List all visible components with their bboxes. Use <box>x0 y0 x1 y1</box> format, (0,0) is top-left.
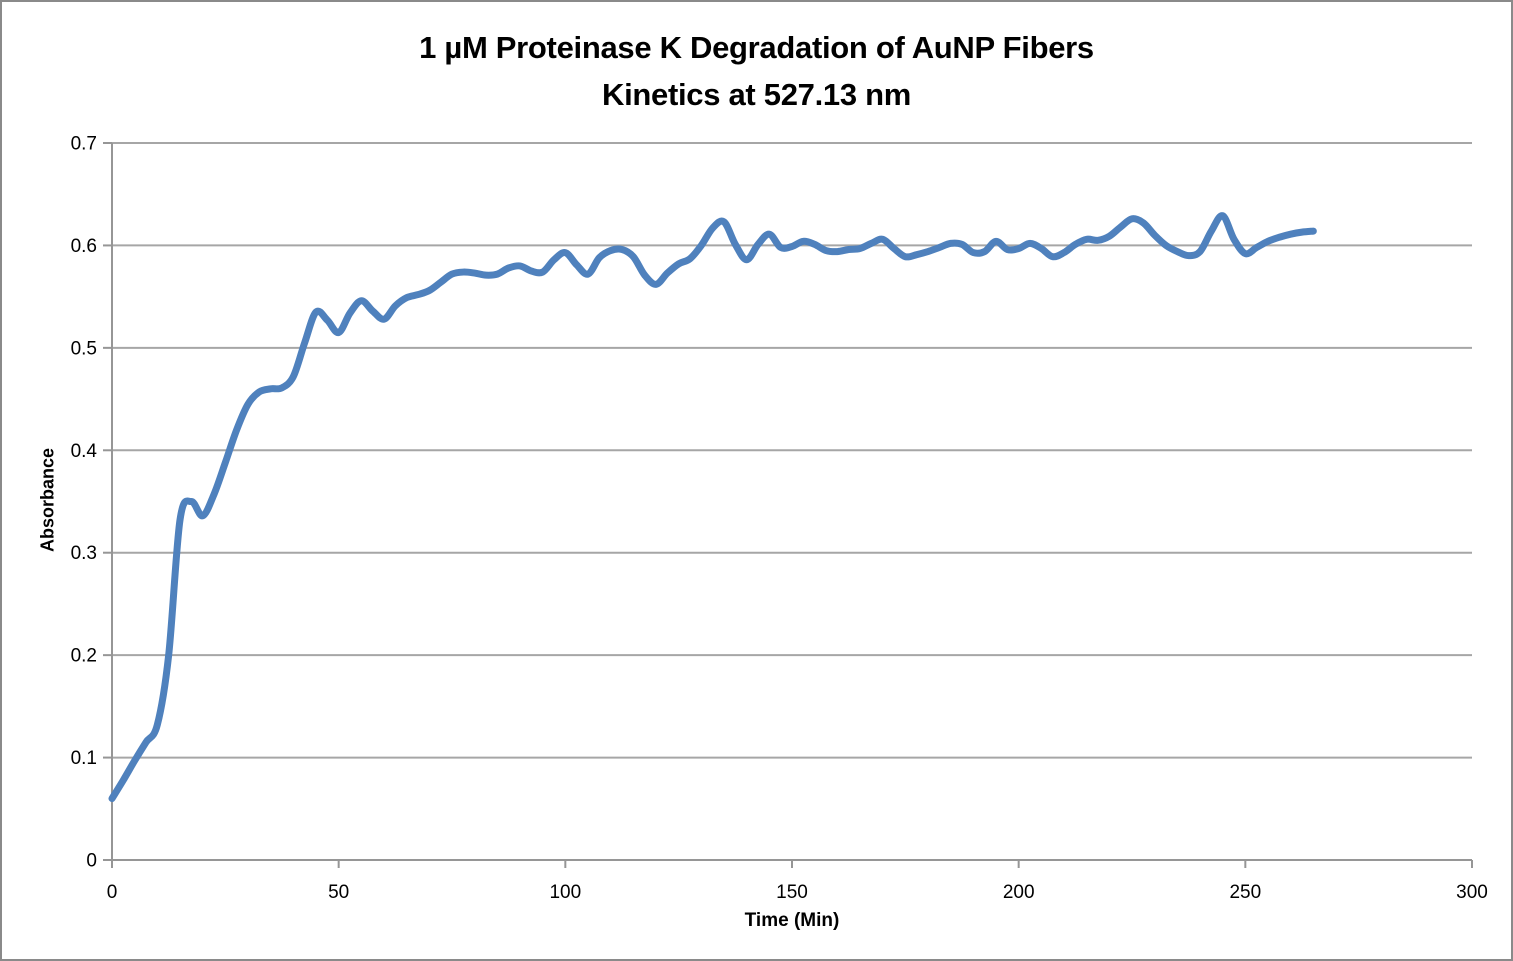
x-tick-label: 100 <box>549 882 581 903</box>
x-tick-label: 150 <box>776 882 808 903</box>
y-tick-label: 0 <box>86 851 97 872</box>
chart-title: 1 µM Proteinase K Degradation of AuNP Fi… <box>2 24 1511 118</box>
x-tick-label: 0 <box>107 882 118 903</box>
y-tick-label: 0.1 <box>71 748 97 769</box>
y-tick-label: 0.7 <box>71 134 97 155</box>
x-tick-label: 300 <box>1456 882 1488 903</box>
series-line <box>108 212 1317 803</box>
y-tick-label: 0.4 <box>71 441 98 462</box>
chart-title-line1: 1 µM Proteinase K Degradation of AuNP Fi… <box>419 30 1094 65</box>
x-tick-label: 50 <box>328 882 349 903</box>
y-tick-label: 0.5 <box>71 338 97 359</box>
y-tick-label: 0.2 <box>71 646 97 667</box>
x-tick-label: 200 <box>1003 882 1035 903</box>
chart-title-line2: Kinetics at 527.13 nm <box>601 77 911 112</box>
x-axis-title: Time (Min) <box>744 910 840 931</box>
y-tick-label: 0.3 <box>71 543 97 564</box>
x-tick-label: 250 <box>1229 882 1261 903</box>
y-tick-label: 0.6 <box>71 236 97 257</box>
y-axis-title: Absorbance <box>37 447 58 553</box>
